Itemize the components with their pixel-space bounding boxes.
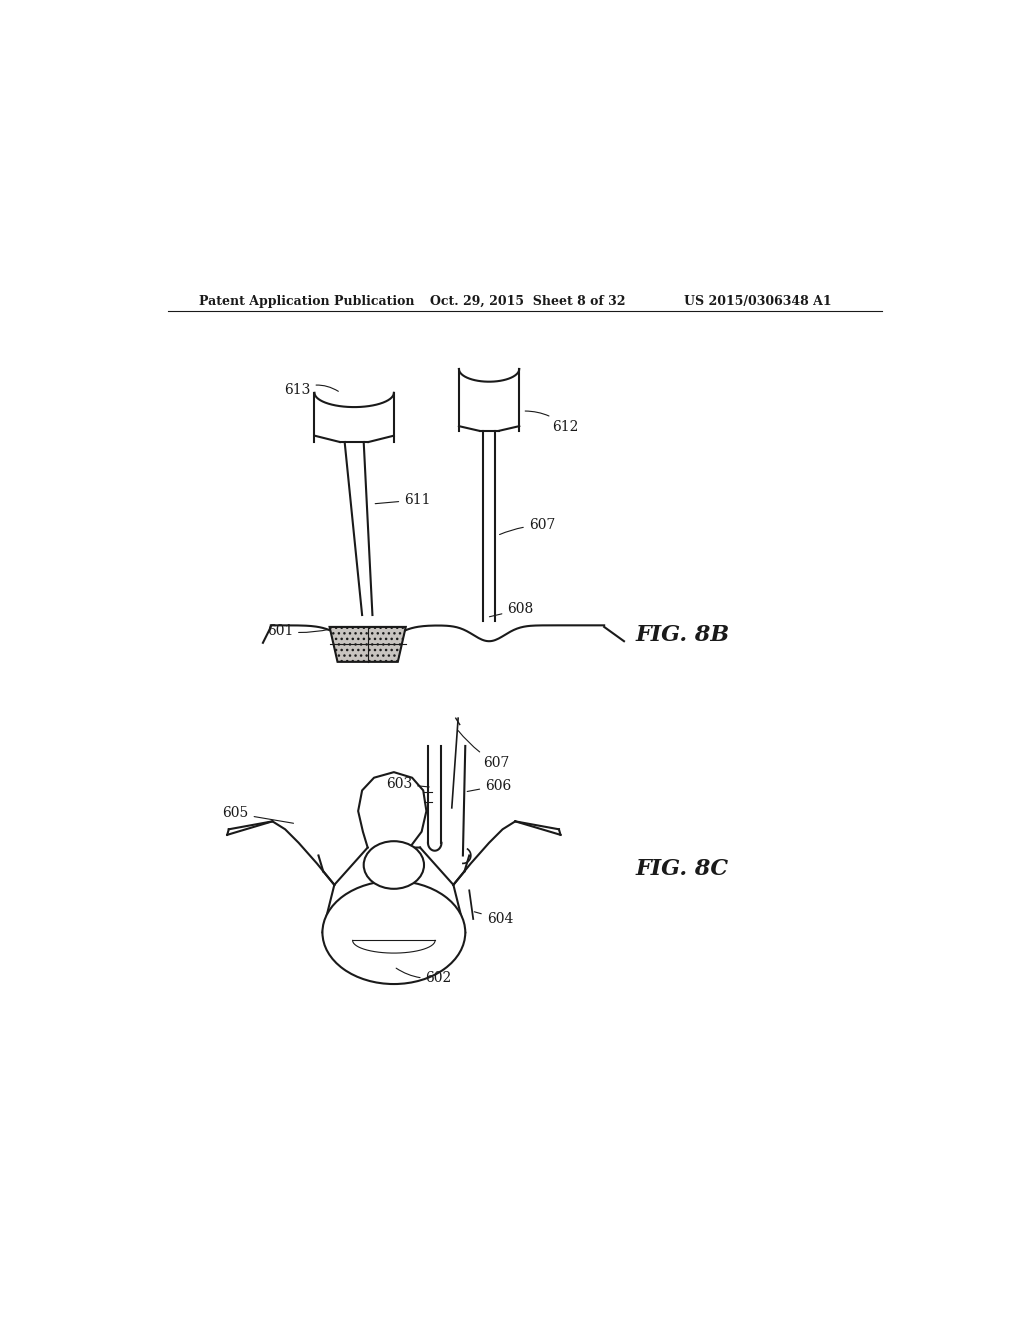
- Text: FIG. 8B: FIG. 8B: [636, 624, 730, 645]
- Text: 603: 603: [386, 777, 429, 791]
- Text: 601: 601: [266, 624, 330, 638]
- Text: 606: 606: [467, 779, 511, 792]
- Text: US 2015/0306348 A1: US 2015/0306348 A1: [684, 296, 831, 308]
- Text: 613: 613: [284, 383, 338, 397]
- Text: FIG. 8C: FIG. 8C: [636, 858, 729, 880]
- Text: Patent Application Publication: Patent Application Publication: [200, 296, 415, 308]
- Ellipse shape: [323, 880, 465, 983]
- Text: 605: 605: [222, 807, 294, 824]
- Polygon shape: [330, 627, 406, 661]
- Text: 602: 602: [396, 968, 452, 985]
- Text: 612: 612: [525, 411, 579, 434]
- Text: 611: 611: [375, 492, 431, 507]
- Text: 604: 604: [474, 912, 513, 925]
- Text: Oct. 29, 2015  Sheet 8 of 32: Oct. 29, 2015 Sheet 8 of 32: [430, 296, 625, 308]
- Text: 607: 607: [459, 731, 510, 771]
- Ellipse shape: [364, 841, 424, 888]
- Text: 607: 607: [500, 519, 555, 535]
- Text: 608: 608: [489, 602, 534, 616]
